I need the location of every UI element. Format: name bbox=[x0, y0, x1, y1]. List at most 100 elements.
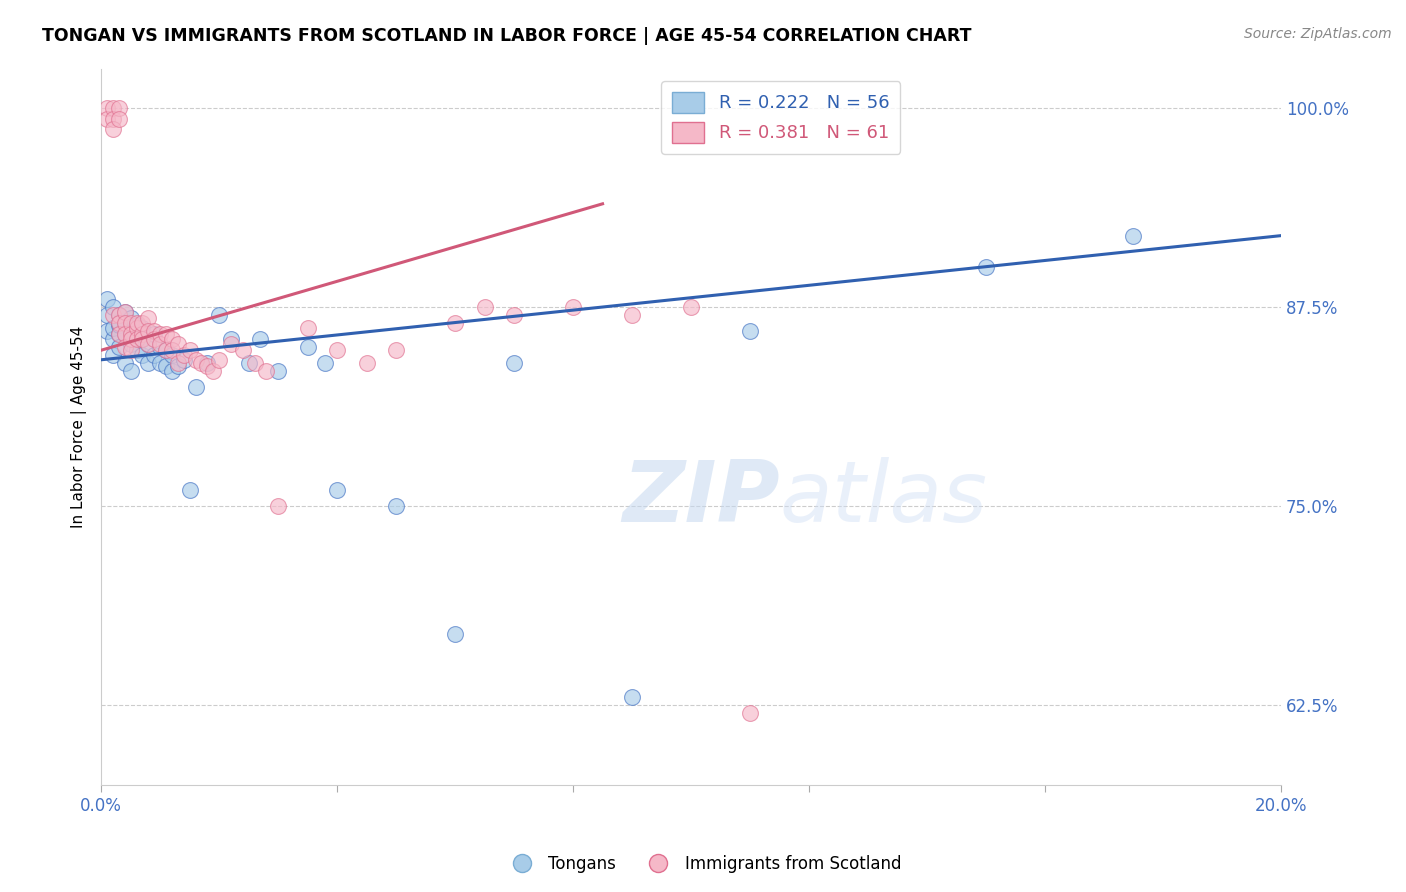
Point bbox=[738, 706, 761, 720]
Point bbox=[503, 308, 526, 322]
Point bbox=[108, 327, 131, 342]
Point bbox=[149, 337, 172, 351]
Point bbox=[108, 340, 131, 354]
Point bbox=[125, 343, 148, 358]
Point bbox=[1122, 228, 1144, 243]
Point bbox=[131, 321, 153, 335]
Point bbox=[444, 316, 467, 330]
Point bbox=[131, 327, 153, 342]
Point bbox=[101, 321, 124, 335]
Point bbox=[114, 327, 136, 342]
Point bbox=[173, 348, 195, 362]
Point bbox=[120, 364, 142, 378]
Point bbox=[173, 352, 195, 367]
Point bbox=[155, 343, 177, 358]
Point bbox=[219, 337, 242, 351]
Point bbox=[101, 122, 124, 136]
Point bbox=[96, 324, 118, 338]
Point bbox=[131, 316, 153, 330]
Point bbox=[125, 318, 148, 332]
Point bbox=[166, 337, 188, 351]
Point bbox=[326, 343, 349, 358]
Point bbox=[297, 321, 319, 335]
Point bbox=[179, 483, 201, 498]
Text: ZIP: ZIP bbox=[621, 457, 779, 540]
Point bbox=[108, 308, 131, 322]
Point bbox=[143, 327, 166, 342]
Legend: R = 0.222   N = 56, R = 0.381   N = 61: R = 0.222 N = 56, R = 0.381 N = 61 bbox=[661, 81, 900, 153]
Point bbox=[114, 327, 136, 342]
Point bbox=[120, 324, 142, 338]
Point bbox=[149, 356, 172, 370]
Y-axis label: In Labor Force | Age 45-54: In Labor Force | Age 45-54 bbox=[72, 326, 87, 528]
Point bbox=[143, 324, 166, 338]
Point bbox=[195, 359, 218, 373]
Point bbox=[562, 300, 585, 314]
Point bbox=[125, 332, 148, 346]
Point bbox=[166, 356, 188, 370]
Point bbox=[114, 305, 136, 319]
Point bbox=[356, 356, 378, 370]
Point bbox=[120, 337, 142, 351]
Point bbox=[208, 308, 231, 322]
Point bbox=[96, 112, 118, 127]
Point bbox=[385, 500, 408, 514]
Point bbox=[503, 356, 526, 370]
Point bbox=[219, 332, 242, 346]
Point bbox=[108, 101, 131, 115]
Point bbox=[444, 626, 467, 640]
Point bbox=[136, 337, 159, 351]
Point bbox=[131, 332, 153, 346]
Point bbox=[267, 500, 290, 514]
Point bbox=[101, 332, 124, 346]
Point bbox=[96, 308, 118, 322]
Point bbox=[108, 316, 131, 330]
Point bbox=[297, 340, 319, 354]
Point bbox=[160, 343, 183, 358]
Point bbox=[679, 300, 702, 314]
Point bbox=[120, 332, 142, 346]
Point bbox=[125, 330, 148, 344]
Text: atlas: atlas bbox=[779, 457, 987, 540]
Point bbox=[136, 337, 159, 351]
Point bbox=[232, 343, 254, 358]
Point bbox=[155, 343, 177, 358]
Point bbox=[101, 308, 124, 322]
Point bbox=[114, 340, 136, 354]
Point bbox=[108, 316, 131, 330]
Point bbox=[108, 318, 131, 332]
Point bbox=[254, 364, 277, 378]
Point bbox=[166, 359, 188, 373]
Point bbox=[385, 343, 408, 358]
Point bbox=[101, 112, 124, 127]
Text: Source: ZipAtlas.com: Source: ZipAtlas.com bbox=[1244, 27, 1392, 41]
Point bbox=[208, 352, 231, 367]
Point bbox=[114, 356, 136, 370]
Point bbox=[160, 348, 183, 362]
Point bbox=[114, 315, 136, 329]
Point bbox=[621, 690, 644, 705]
Point bbox=[131, 348, 153, 362]
Point bbox=[155, 359, 177, 373]
Point bbox=[136, 324, 159, 338]
Point bbox=[314, 356, 336, 370]
Point bbox=[184, 380, 207, 394]
Point bbox=[143, 332, 166, 346]
Point bbox=[621, 308, 644, 322]
Point bbox=[184, 352, 207, 367]
Point bbox=[179, 343, 201, 358]
Point bbox=[155, 327, 177, 342]
Point bbox=[149, 327, 172, 342]
Point bbox=[108, 308, 131, 322]
Point bbox=[114, 316, 136, 330]
Point bbox=[474, 300, 496, 314]
Point bbox=[120, 311, 142, 326]
Point bbox=[195, 356, 218, 370]
Legend: Tongans, Immigrants from Scotland: Tongans, Immigrants from Scotland bbox=[498, 848, 908, 880]
Point bbox=[125, 321, 148, 335]
Point bbox=[267, 364, 290, 378]
Point bbox=[243, 356, 266, 370]
Point bbox=[202, 364, 225, 378]
Point bbox=[136, 356, 159, 370]
Point bbox=[149, 340, 172, 354]
